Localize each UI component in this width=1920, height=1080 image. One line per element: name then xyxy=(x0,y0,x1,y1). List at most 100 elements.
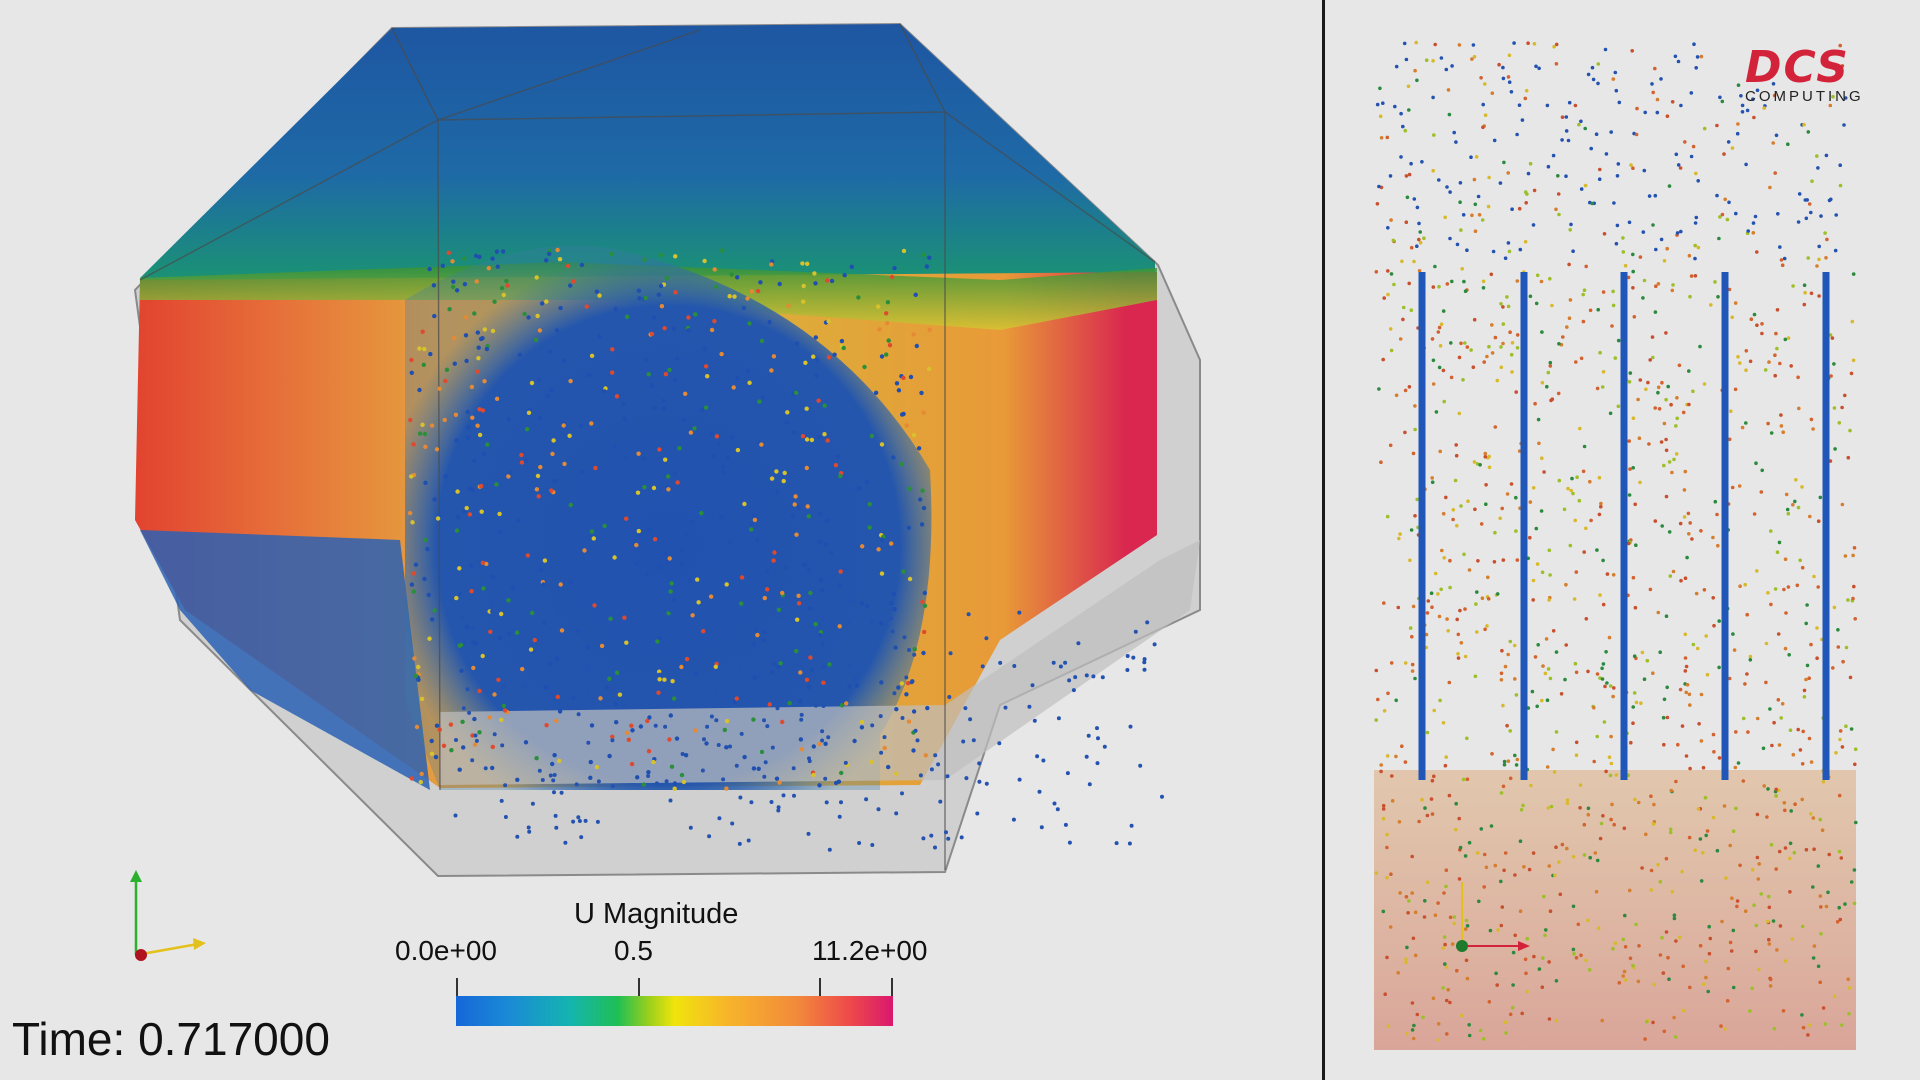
particle xyxy=(1662,463,1666,468)
particle xyxy=(751,642,756,647)
particle xyxy=(769,476,775,481)
particle xyxy=(499,717,504,723)
particle xyxy=(1648,587,1653,592)
particle xyxy=(688,430,694,435)
legend-tick-mid: 0.5 xyxy=(614,935,653,966)
particle xyxy=(1551,153,1556,158)
particle xyxy=(1631,721,1635,725)
particle xyxy=(1727,200,1731,205)
particle xyxy=(752,517,758,523)
particle xyxy=(1574,753,1579,757)
viewport-divider[interactable] xyxy=(1322,0,1325,1080)
particle xyxy=(1444,495,1448,500)
particle xyxy=(1809,812,1813,816)
particle xyxy=(455,489,460,494)
particle xyxy=(1407,385,1412,389)
particle xyxy=(1030,683,1035,688)
particle xyxy=(1586,812,1591,817)
particle xyxy=(409,474,414,479)
particle xyxy=(555,247,560,253)
right-2d-viewport[interactable] xyxy=(1326,0,1920,1080)
particle xyxy=(1800,762,1805,766)
particle xyxy=(1829,61,1833,66)
particle xyxy=(1622,969,1627,974)
particle xyxy=(1696,179,1700,183)
particle xyxy=(1768,984,1773,988)
particle xyxy=(1693,243,1697,248)
particle xyxy=(1736,122,1740,126)
particle xyxy=(709,327,715,333)
particle xyxy=(1582,288,1587,293)
particle xyxy=(1469,348,1473,352)
particle xyxy=(798,737,804,742)
particle xyxy=(1003,705,1008,710)
particle xyxy=(1735,904,1739,909)
particle xyxy=(459,668,464,673)
particle xyxy=(1595,386,1600,391)
particle xyxy=(1441,368,1446,373)
particle xyxy=(1582,550,1586,554)
left-3d-viewport[interactable] xyxy=(0,0,1322,1080)
particle xyxy=(1431,59,1435,63)
particle xyxy=(539,301,545,306)
particle xyxy=(534,756,539,761)
particle xyxy=(823,741,828,746)
particle xyxy=(1138,763,1143,768)
particle xyxy=(1678,521,1683,526)
particle xyxy=(539,567,544,573)
particle xyxy=(1798,558,1802,563)
particle xyxy=(1783,959,1788,963)
particle xyxy=(1711,815,1716,820)
particle xyxy=(564,600,569,605)
particle xyxy=(1798,748,1803,752)
particle xyxy=(1571,947,1576,952)
particle xyxy=(1632,654,1637,658)
particle xyxy=(1581,292,1585,297)
particle xyxy=(847,684,852,689)
blade-streaks xyxy=(1418,272,1830,780)
particle xyxy=(429,751,435,756)
particle xyxy=(1667,184,1672,188)
particle xyxy=(1528,161,1533,166)
particle xyxy=(1767,937,1771,942)
particle xyxy=(586,644,591,650)
particle xyxy=(507,631,512,636)
particle xyxy=(801,283,806,289)
particle xyxy=(673,378,678,383)
particle xyxy=(784,420,790,425)
particle xyxy=(1631,166,1635,170)
particle xyxy=(699,407,705,412)
particle xyxy=(1712,750,1716,754)
particle xyxy=(1501,305,1505,309)
particle xyxy=(520,666,525,672)
particle xyxy=(457,591,462,597)
particle xyxy=(588,759,593,765)
particle xyxy=(1501,76,1506,81)
particle xyxy=(1584,264,1588,269)
particle xyxy=(474,641,479,646)
particle xyxy=(457,566,462,571)
particle xyxy=(1753,214,1758,219)
particle xyxy=(1677,363,1682,368)
particle xyxy=(464,505,469,511)
particle xyxy=(1832,406,1837,410)
particle xyxy=(1762,784,1766,788)
particle xyxy=(1748,658,1753,662)
particle xyxy=(1734,730,1738,734)
particle xyxy=(1430,480,1435,485)
particle xyxy=(1744,421,1748,425)
particle xyxy=(610,370,615,375)
particle xyxy=(1489,824,1494,828)
particle xyxy=(647,715,652,720)
particle xyxy=(1725,999,1730,1003)
particle xyxy=(1411,604,1416,609)
particle xyxy=(646,770,651,775)
particle xyxy=(1738,863,1742,868)
particle xyxy=(1665,685,1669,690)
particle xyxy=(1420,160,1424,164)
particle xyxy=(454,738,458,742)
particle xyxy=(807,606,813,611)
particle xyxy=(452,361,457,366)
particle xyxy=(1467,1033,1472,1038)
particle xyxy=(948,651,953,656)
